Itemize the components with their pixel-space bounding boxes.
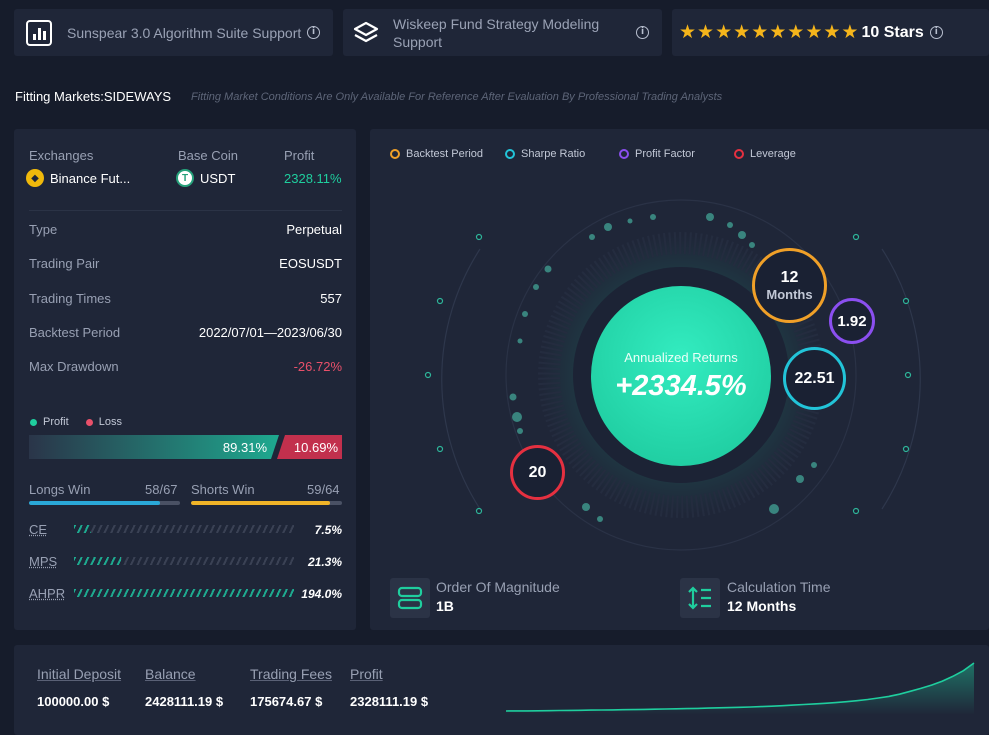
total-profit-value: 2328111.19 $	[350, 694, 429, 709]
initial-deposit-value: 100000.00 $	[37, 694, 110, 709]
binance-icon: ◆	[26, 169, 44, 187]
profit-label: Profit	[350, 666, 383, 682]
balance-value: 2428111.19 $	[145, 694, 224, 709]
loss-percentage: 10.69%	[293, 440, 338, 455]
type-row: Type Perpetual	[29, 222, 342, 237]
star-icon: ★	[787, 22, 806, 43]
backtest-period-row: Backtest Period 2022/07/01—2023/06/30	[29, 325, 342, 340]
rating-label: 10 Stars	[861, 23, 924, 41]
longs-win-bar	[29, 501, 180, 505]
legend-sharpe-ratio[interactable]: Sharpe Ratio	[505, 148, 585, 160]
account-totals-panel: Initial Deposit 100000.00 $ Balance 2428…	[14, 645, 989, 735]
fitting-markets-note: Fitting Market Conditions Are Only Avail…	[191, 90, 723, 103]
trading-fees-value: 175674.67 $	[250, 694, 323, 709]
calculation-time-label: Calculation Time	[727, 579, 831, 595]
shorts-win-bar	[191, 501, 342, 505]
ahpr-value: 194.0%	[301, 587, 342, 601]
ce-label[interactable]: CE	[29, 522, 48, 537]
star-icon: ★	[805, 22, 824, 43]
mps-label[interactable]: MPS	[29, 554, 58, 569]
profit-header: Profit	[284, 148, 315, 163]
strategy-summary-panel: Exchanges Base Coin Profit ◆ Binance Fut…	[14, 129, 356, 630]
profit-percentage: 89.31%	[222, 440, 267, 455]
exchanges-header: Exchanges	[29, 148, 94, 163]
profit-value: 2328.11%	[284, 171, 342, 186]
max-drawdown-row: Max Drawdown -26.72%	[29, 359, 342, 374]
profit-bar: 89.31%	[29, 435, 279, 459]
balance-sparkline	[506, 662, 975, 715]
exchange-value: ◆ Binance Fut...	[26, 169, 130, 187]
fitting-markets-label: Fitting Markets:SIDEWAYS	[15, 89, 172, 104]
shorts-win-label: Shorts Win	[191, 482, 255, 497]
support-card-title: Wiskeep Fund Strategy Modeling Support	[393, 15, 600, 50]
legend-profit-factor[interactable]: Profit Factor	[619, 148, 695, 160]
star-icon: ★	[697, 22, 716, 43]
info-icon[interactable]: i	[307, 26, 320, 39]
order-of-magnitude-value: 1B	[436, 598, 454, 614]
leverage-bubble[interactable]: 20	[510, 445, 565, 500]
shorts-win-value: 59/64	[307, 482, 340, 497]
star-icon: ★	[679, 22, 698, 43]
legend-backtest-period[interactable]: Backtest Period	[390, 148, 483, 160]
mps-value: 21.3%	[307, 555, 342, 569]
divider	[29, 210, 342, 211]
longs-win-label: Longs Win	[29, 482, 91, 497]
ahpr-label[interactable]: AHPR	[29, 586, 66, 601]
order-of-magnitude-label: Order Of Magnitude	[436, 579, 560, 595]
star-rating: ★★★★★★★★★★	[679, 21, 859, 44]
annualized-returns-disc: Annualized Returns +2334.5%	[591, 286, 771, 466]
star-icon: ★	[715, 22, 734, 43]
ce-value: 7.5%	[314, 523, 342, 537]
fitting-markets: Fitting Markets:SIDEWAYS Fitting Market …	[15, 89, 722, 104]
info-icon[interactable]: i	[636, 26, 649, 39]
legend-leverage[interactable]: Leverage	[734, 148, 796, 160]
loss-bar: 10.69%	[277, 435, 342, 459]
annualized-returns-panel: Backtest Period Sharpe Ratio Profit Fact…	[370, 129, 989, 630]
ce-bar	[74, 525, 294, 533]
ahpr-bar	[74, 589, 294, 597]
usdt-icon: T	[176, 169, 194, 187]
rating-card: ★★★★★★★★★★ 10 Stars i	[672, 9, 989, 56]
support-card-sunspear[interactable]: Sunspear 3.0 Algorithm Suite Support i	[14, 9, 333, 56]
support-card-wiskeep[interactable]: Wiskeep Fund Strategy Modeling Support i	[343, 9, 662, 56]
initial-deposit-label: Initial Deposit	[37, 666, 122, 682]
annualized-returns-title: Annualized Returns	[624, 349, 738, 365]
profit-loss-bar: 89.31% 10.69%	[29, 435, 342, 459]
support-card-title: Sunspear 3.0 Algorithm Suite Support	[67, 24, 302, 41]
profit-loss-legend: Profit Loss	[30, 416, 122, 428]
info-icon[interactable]: i	[929, 26, 943, 39]
chart-icon	[26, 19, 52, 46]
backtest-period-bubble[interactable]: 12 Months	[752, 248, 827, 323]
star-icon: ★	[769, 22, 788, 43]
annualized-returns-value: +2334.5%	[615, 369, 747, 402]
database-icon	[390, 578, 430, 618]
trading-times-row: Trading Times 557	[29, 291, 342, 306]
longs-win-value: 58/67	[145, 482, 178, 497]
layers-icon	[353, 21, 379, 42]
profit-factor-bubble[interactable]: 1.92	[829, 298, 875, 344]
star-icon: ★	[733, 22, 752, 43]
calculation-time-value: 12 Months	[727, 598, 797, 614]
base-coin-header: Base Coin	[178, 148, 238, 163]
star-icon: ★	[751, 22, 770, 43]
sharpe-ratio-bubble[interactable]: 22.51	[783, 347, 846, 410]
balance-label: Balance	[145, 666, 196, 682]
base-coin-value: T USDT	[176, 169, 235, 187]
trading-pair-row: Trading Pair EOSUSDT	[29, 256, 342, 271]
trading-fees-label: Trading Fees	[250, 666, 332, 682]
star-icon: ★	[823, 22, 842, 43]
star-icon: ★	[841, 22, 860, 43]
mps-bar	[74, 557, 294, 565]
sort-icon	[680, 578, 720, 618]
